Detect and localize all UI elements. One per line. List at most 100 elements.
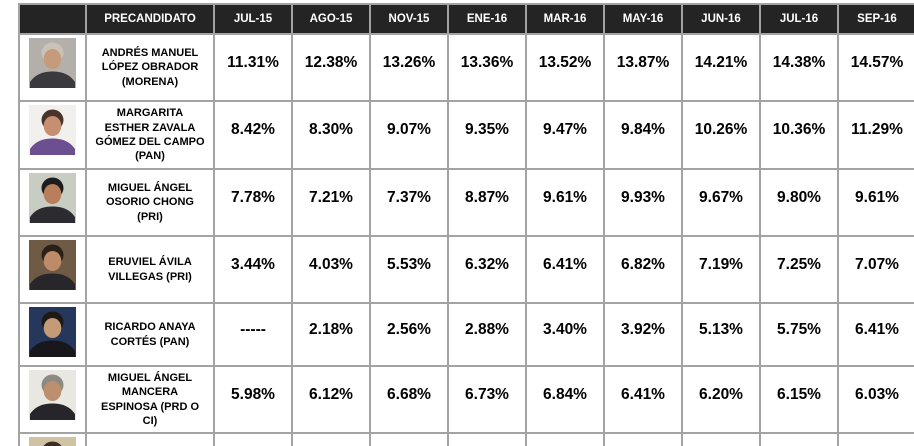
poll-value: 7.19%	[683, 237, 759, 302]
poll-value: 9.47%	[527, 102, 603, 168]
candidate-name: ANDRÉS MANUEL LÓPEZ OBRADOR (MORENA)	[87, 35, 213, 100]
poll-value: 9.93%	[605, 170, 681, 235]
column-header-jun16: JUN-16	[683, 5, 759, 33]
poll-value	[527, 434, 603, 446]
candidate-photo	[29, 307, 76, 357]
poll-value: 6.41%	[527, 237, 603, 302]
poll-value: 3.40%	[527, 304, 603, 365]
poll-value: 7.07%	[839, 237, 914, 302]
portrait-icon	[29, 173, 76, 223]
poll-value: 2.18%	[293, 304, 369, 365]
poll-value: 2.88%	[449, 304, 525, 365]
candidate-photo	[29, 38, 76, 88]
poll-value: 3.92%	[605, 304, 681, 365]
poll-value: 8.87%	[449, 170, 525, 235]
poll-value: 13.26%	[371, 35, 447, 100]
poll-value: 13.52%	[527, 35, 603, 100]
candidate-photo-cell	[20, 35, 85, 100]
column-header-may16: MAY-16	[605, 5, 681, 33]
poll-value: 9.80%	[761, 170, 837, 235]
candidate-photo-cell	[20, 434, 85, 446]
poll-value	[761, 434, 837, 446]
candidate-photo-cell	[20, 304, 85, 365]
poll-value	[371, 434, 447, 446]
poll-value: 5.13%	[683, 304, 759, 365]
poll-value: 9.61%	[839, 170, 914, 235]
candidate-name: ERUVIEL ÁVILA VILLEGAS (PRI)	[87, 237, 213, 302]
poll-value: 10.26%	[683, 102, 759, 168]
column-header-ene16: ENE-16	[449, 5, 525, 33]
poll-value: 14.38%	[761, 35, 837, 100]
candidate-name: MARGARITA ESTHER ZAVALA GÓMEZ DEL CAMPO …	[87, 102, 213, 168]
portrait-icon	[29, 105, 76, 155]
poll-value	[449, 434, 525, 446]
poll-value: 6.68%	[371, 367, 447, 432]
poll-value: 13.36%	[449, 35, 525, 100]
poll-value: 6.15%	[761, 367, 837, 432]
poll-value: 6.03%	[839, 367, 914, 432]
poll-value: 14.57%	[839, 35, 914, 100]
poll-value: 5.53%	[371, 237, 447, 302]
poll-value: 6.84%	[527, 367, 603, 432]
poll-value	[215, 434, 291, 446]
poll-value: 6.32%	[449, 237, 525, 302]
poll-value: 7.25%	[761, 237, 837, 302]
poll-value: 9.07%	[371, 102, 447, 168]
poll-value	[839, 434, 914, 446]
poll-value: 2.56%	[371, 304, 447, 365]
column-header-ago15: AGO-15	[293, 5, 369, 33]
poll-value	[293, 434, 369, 446]
candidate-photo	[29, 370, 76, 420]
poll-value: 7.21%	[293, 170, 369, 235]
candidate-photo-cell	[20, 170, 85, 235]
candidate-photo	[29, 173, 76, 223]
candidate-photo-cell	[20, 102, 85, 168]
portrait-icon	[29, 240, 76, 290]
candidate-name: MIGUEL ÁNGEL MANCERA ESPINOSA (PRD O CI)	[87, 367, 213, 432]
column-header-jul15: JUL-15	[215, 5, 291, 33]
poll-value: 8.30%	[293, 102, 369, 168]
poll-value: 9.35%	[449, 102, 525, 168]
poll-value: 9.61%	[527, 170, 603, 235]
candidate-photo	[29, 105, 76, 155]
poll-value: 11.29%	[839, 102, 914, 168]
column-header-jul16: JUL-16	[761, 5, 837, 33]
poll-value: 6.73%	[449, 367, 525, 432]
poll-value	[605, 434, 681, 446]
candidate-name	[87, 434, 213, 446]
poll-value: 4.03%	[293, 237, 369, 302]
poll-table: PRECANDIDATO JUL-15 AGO-15 NOV-15 ENE-16…	[18, 3, 914, 446]
poll-value: 8.42%	[215, 102, 291, 168]
candidate-name: MIGUEL ÁNGEL OSORIO CHONG (PRI)	[87, 170, 213, 235]
column-header-precandidato: PRECANDIDATO	[87, 5, 213, 33]
poll-value: 10.36%	[761, 102, 837, 168]
poll-value: 6.41%	[605, 367, 681, 432]
poll-value: 5.75%	[761, 304, 837, 365]
poll-value	[683, 434, 759, 446]
column-header-mar16: MAR-16	[527, 5, 603, 33]
candidate-photo	[29, 240, 76, 290]
candidate-photo	[29, 437, 76, 446]
candidate-photo-cell	[20, 237, 85, 302]
portrait-icon	[29, 437, 76, 446]
poll-value: 6.12%	[293, 367, 369, 432]
poll-value: 6.41%	[839, 304, 914, 365]
poll-value: 3.44%	[215, 237, 291, 302]
poll-value: 11.31%	[215, 35, 291, 100]
poll-value: -----	[215, 304, 291, 365]
poll-value: 9.67%	[683, 170, 759, 235]
poll-value: 6.82%	[605, 237, 681, 302]
poll-value: 13.87%	[605, 35, 681, 100]
candidate-photo-cell	[20, 367, 85, 432]
portrait-icon	[29, 38, 76, 88]
portrait-icon	[29, 307, 76, 357]
poll-value: 9.84%	[605, 102, 681, 168]
candidate-name: RICARDO ANAYA CORTÉS (PAN)	[87, 304, 213, 365]
portrait-icon	[29, 370, 76, 420]
poll-value: 12.38%	[293, 35, 369, 100]
photo-column-header	[20, 5, 85, 33]
poll-value: 14.21%	[683, 35, 759, 100]
column-header-sep16: SEP-16	[839, 5, 914, 33]
poll-value: 7.78%	[215, 170, 291, 235]
